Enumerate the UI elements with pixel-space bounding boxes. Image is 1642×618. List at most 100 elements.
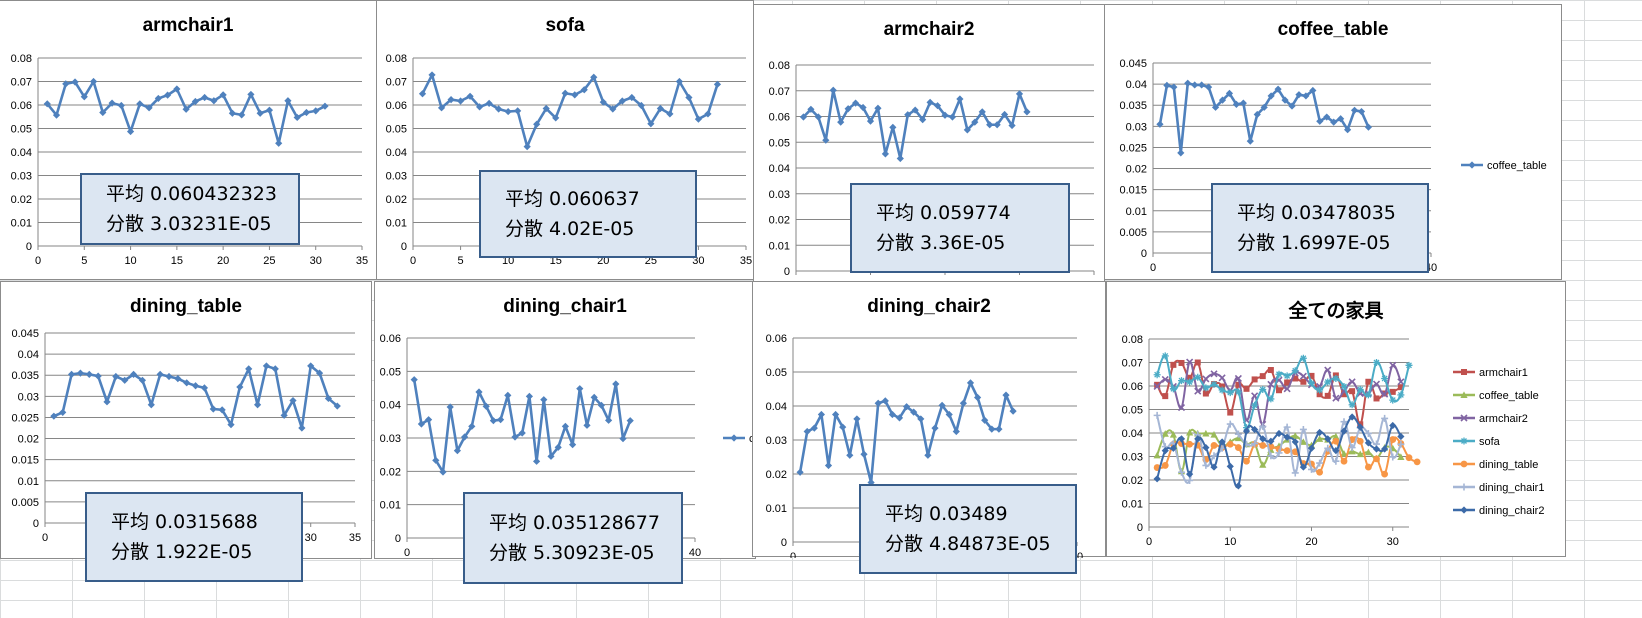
data-point <box>201 93 209 102</box>
data-point <box>1246 137 1254 145</box>
data-point <box>1397 440 1405 448</box>
x-tick-label: 30 <box>310 255 322 267</box>
data-point <box>253 401 262 409</box>
x-tick-label: 30 <box>1387 536 1399 548</box>
data-point <box>1202 390 1209 397</box>
data-point <box>1364 448 1372 456</box>
data-point <box>1275 370 1283 378</box>
data-point <box>62 80 70 88</box>
data-point <box>1202 443 1210 452</box>
data-point <box>1186 358 1194 366</box>
data-point <box>874 104 882 112</box>
y-tick-label: 0.025 <box>11 412 39 424</box>
data-point <box>1316 459 1324 467</box>
data-point <box>1389 361 1397 369</box>
data-point <box>1153 411 1161 419</box>
data-point <box>1267 452 1275 460</box>
data-point <box>1260 103 1268 111</box>
data-point <box>704 110 712 118</box>
legend-label: coffee_table <box>1479 390 1539 402</box>
series-coffee_table <box>1156 79 1373 157</box>
data-point <box>959 399 967 407</box>
data-point <box>1210 442 1218 449</box>
data-point <box>1259 422 1267 430</box>
y-tick-label: 0.06 <box>1122 381 1143 393</box>
data-point <box>1186 378 1194 386</box>
data-point <box>210 97 218 105</box>
y-tick-label: 0.02 <box>1126 164 1147 176</box>
data-point <box>933 102 942 110</box>
data-point <box>284 97 292 105</box>
data-point <box>685 93 693 102</box>
data-point <box>647 120 655 128</box>
data-point <box>1299 438 1307 445</box>
data-point <box>1156 120 1164 128</box>
data-point <box>1356 437 1364 445</box>
data-point <box>1186 428 1194 436</box>
stats-box: 平均 0.0315688 分散 1.922E-05 <box>85 492 303 582</box>
data-point <box>974 393 982 402</box>
data-point <box>165 372 173 381</box>
y-tick-label: 0.04 <box>766 401 787 413</box>
data-point <box>504 107 512 116</box>
data-point <box>1194 387 1202 395</box>
variance-text: 分散 1.922E-05 <box>111 541 253 563</box>
variance-text: 分散 4.84873E-05 <box>885 533 1051 555</box>
chart-title: coffee_table <box>1277 19 1389 40</box>
y-tick-label: 0.05 <box>769 137 790 149</box>
x-tick-label: 20 <box>1305 536 1317 548</box>
x-tick-label: 0 <box>35 255 41 267</box>
data-point <box>956 95 964 103</box>
y-tick-label: 0.02 <box>380 466 401 478</box>
data-point <box>1210 452 1218 460</box>
y-tick-label: 0 <box>781 537 787 549</box>
data-point <box>525 392 533 400</box>
data-point <box>1291 432 1299 439</box>
data-point <box>289 396 297 405</box>
y-tick-label: 0.06 <box>11 100 32 112</box>
data-point <box>1397 391 1405 399</box>
data-point <box>156 370 164 378</box>
data-point <box>173 85 181 93</box>
series-armchair1 <box>43 77 329 147</box>
legend-label: dining_chair1 <box>1479 482 1544 494</box>
y-tick-label: 0 <box>401 241 407 253</box>
data-point <box>1153 451 1161 459</box>
data-point <box>1234 444 1242 451</box>
data-point <box>191 97 199 106</box>
x-tick-label: 15 <box>550 255 562 267</box>
data-point <box>533 457 541 465</box>
x-tick-label: 40 <box>1071 551 1083 558</box>
data-point <box>1161 352 1169 360</box>
data-point <box>1205 83 1213 91</box>
y-tick-label: 0.06 <box>766 333 787 345</box>
y-tick-label: 0.04 <box>18 349 39 361</box>
chart-panel-all-furniture: 0 0.01 0.02 0.03 0.04 0.05 0.06 0.07 0.08 0 10 20 30… <box>1106 281 1566 557</box>
data-point <box>1340 457 1348 465</box>
data-point <box>971 118 979 126</box>
data-point <box>666 110 674 118</box>
data-point <box>200 384 209 392</box>
chart-canvas: 0 0.005 0.01 0.015 0.02 0.025 0.03 0.035 0.04 0.0… <box>11 328 361 544</box>
data-point <box>533 120 541 128</box>
data-point <box>888 410 896 419</box>
data-point <box>1234 374 1242 383</box>
legend-marker <box>1460 506 1468 514</box>
data-point <box>599 98 607 106</box>
variance-text: 分散 5.30923E-05 <box>489 542 655 564</box>
data-point <box>145 104 153 112</box>
stats-box: 平均 0.059774 分散 3.36E-05 <box>850 183 1070 273</box>
data-point <box>103 398 111 406</box>
data-point <box>1283 447 1291 455</box>
chart-panel-coffee_table: 0 0.005 0.01 0.015 0.02 0.025 0.03 0.035 0.04 0.0… <box>1104 4 1562 280</box>
series-dining_chair1 <box>410 376 634 476</box>
data-point <box>1284 379 1291 386</box>
y-tick-label: 0.04 <box>380 400 401 412</box>
data-point <box>832 410 840 419</box>
data-point <box>986 121 994 129</box>
y-tick-label: 0.02 <box>18 434 39 446</box>
y-tick-label: 0.02 <box>766 469 787 481</box>
data-point <box>1340 382 1348 390</box>
data-point <box>1291 469 1299 477</box>
data-point <box>271 365 279 373</box>
